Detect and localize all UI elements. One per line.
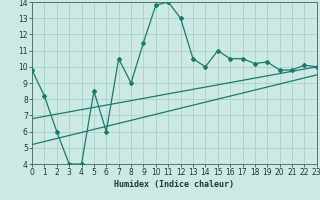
- X-axis label: Humidex (Indice chaleur): Humidex (Indice chaleur): [115, 180, 234, 189]
